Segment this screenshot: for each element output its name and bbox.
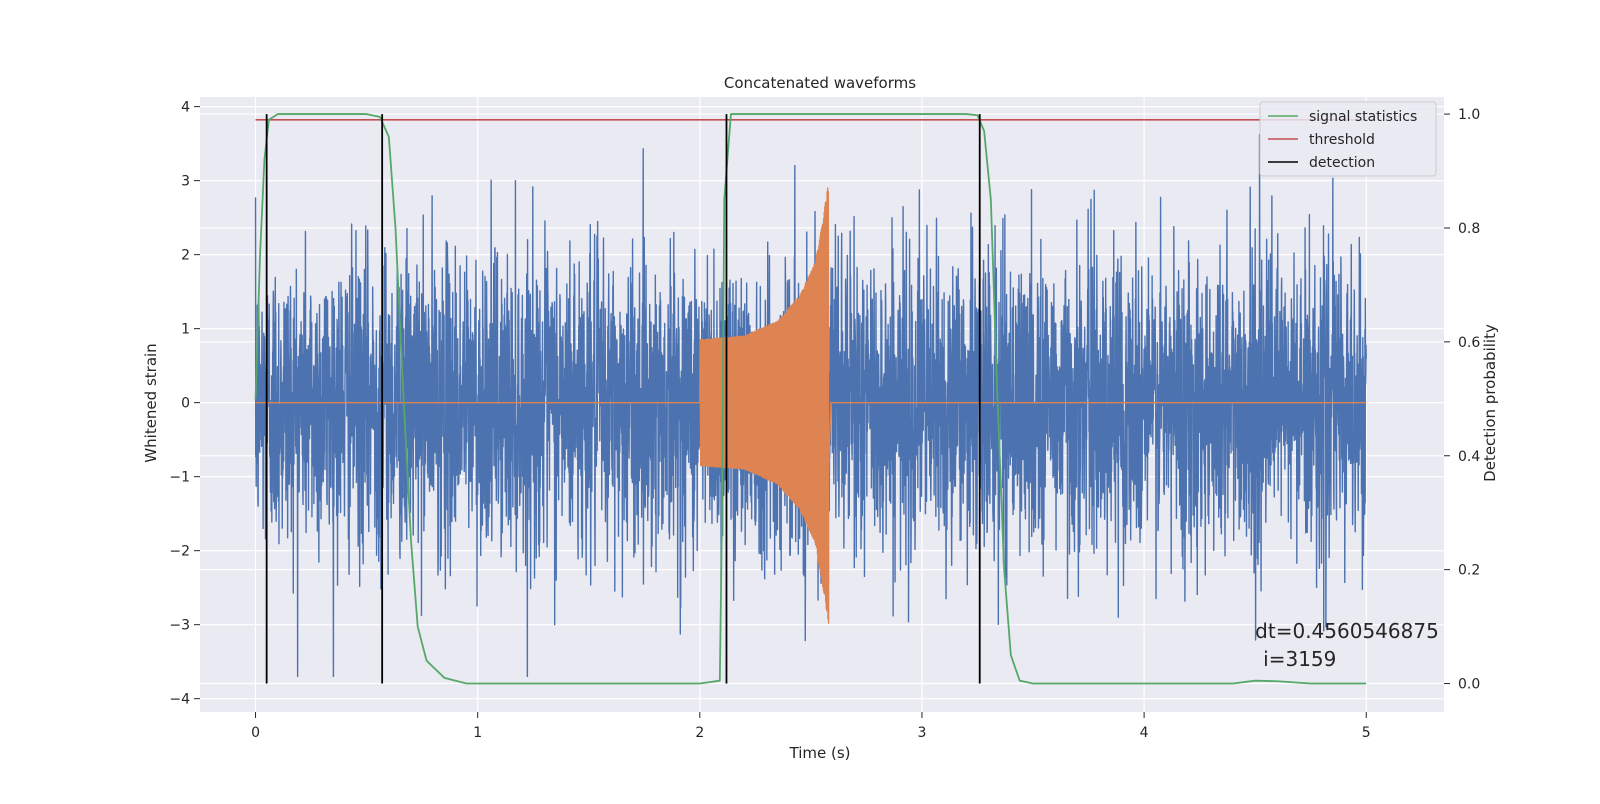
y2-tick-label: 0.4 xyxy=(1458,449,1480,465)
y-axis-label: Whitened strain xyxy=(142,343,160,462)
x-tick-label: 2 xyxy=(695,725,704,741)
annotation-i: i=3159 xyxy=(1263,647,1336,671)
y2-tick-label: 0.2 xyxy=(1458,563,1480,579)
y-tick-label: 1 xyxy=(181,322,190,338)
signal-statistics-line xyxy=(254,113,1367,685)
y-tick-label: 0 xyxy=(181,396,190,412)
chart-title: Concatenated waveforms xyxy=(724,74,916,92)
y-tick-label: 2 xyxy=(181,248,190,264)
x-axis-label: Time (s) xyxy=(789,744,851,762)
x-tick-label: 4 xyxy=(1140,725,1149,741)
annotation-dt: dt=0.4560546875 xyxy=(1255,619,1439,643)
legend-label-signal-statistics: signal statistics xyxy=(1309,109,1417,125)
y-tick-label: 3 xyxy=(181,174,190,190)
legend-label-detection: detection xyxy=(1309,155,1375,171)
plot-content xyxy=(254,113,1367,685)
y-tick-label: −1 xyxy=(169,470,190,486)
x-tick-label: 1 xyxy=(473,725,482,741)
legend: signal statistics threshold detection xyxy=(1259,101,1437,177)
annotation: dt=0.4560546875 i=3159 xyxy=(1255,619,1439,671)
x-tick-label: 3 xyxy=(918,725,927,741)
y2-tick-label: 0.6 xyxy=(1458,335,1480,351)
y-tick-label: −4 xyxy=(169,692,190,708)
legend-label-threshold: threshold xyxy=(1309,132,1375,148)
y2-axis-label: Detection probability xyxy=(1481,324,1499,482)
y-tick-label: 4 xyxy=(181,100,190,116)
legend-box xyxy=(1259,101,1437,177)
y2-tick-label: 0.8 xyxy=(1458,221,1480,237)
y2-tick-label: 0.0 xyxy=(1458,677,1480,693)
y-tick-label: −3 xyxy=(169,618,190,634)
y2-tick-label: 1.0 xyxy=(1458,107,1480,123)
y-tick-label: −2 xyxy=(169,544,190,560)
axes: 0 1 2 3 4 5 −4 −3 −2 −1 0 1 2 3 4 0.0 0.2 0.4 0.6 0.8 1.0 xyxy=(169,100,1480,741)
series-chirp-signal xyxy=(255,187,1367,624)
x-tick-label: 0 xyxy=(251,725,260,741)
x-tick-label: 5 xyxy=(1362,725,1371,741)
